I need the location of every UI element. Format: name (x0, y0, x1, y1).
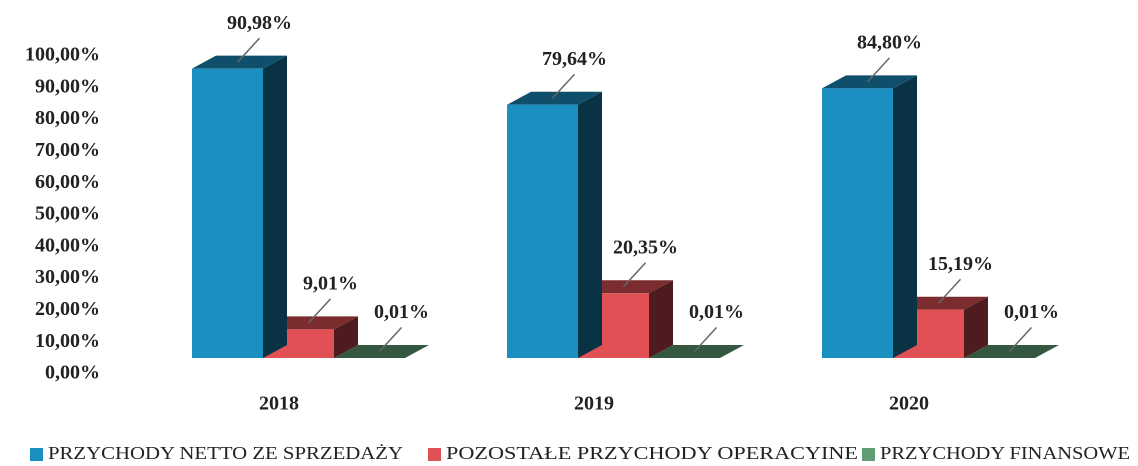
legend-label: POZOSTAŁE PRZYCHODY OPERACYINE (446, 443, 858, 463)
x-tick-label: 2018 (259, 393, 299, 415)
value-label: 79,64% (542, 48, 607, 70)
leader-line (693, 326, 718, 352)
y-tick-label: 0,00% (45, 362, 100, 384)
legend-label: PRZYCHODY FINANSOWE (880, 443, 1130, 463)
value-label: 90,98% (227, 12, 292, 34)
value-label: 0,01% (689, 301, 744, 323)
bar (507, 104, 578, 358)
y-tick-label: 70,00% (35, 139, 100, 161)
y-tick-label: 30,00% (35, 266, 100, 288)
y-tick-label: 100,00% (25, 44, 100, 66)
leader-line (378, 326, 403, 352)
bar-top (192, 55, 287, 69)
bar-top (334, 344, 429, 358)
leader-line (551, 73, 576, 99)
y-tick-label: 10,00% (35, 330, 100, 352)
leader-line (307, 298, 332, 324)
value-label: 0,01% (1004, 301, 1059, 323)
bar-side (405, 344, 429, 358)
bar-side (334, 316, 358, 358)
y-tick-label: 40,00% (35, 234, 100, 256)
x-tick-label: 2020 (889, 393, 929, 415)
y-tick-label: 50,00% (35, 203, 100, 225)
bar-side (649, 280, 673, 358)
legend-swatch (862, 448, 875, 461)
bar-side (578, 91, 602, 358)
leader-line (937, 278, 962, 304)
x-tick-label: 2019 (574, 393, 614, 415)
leader-line (1008, 326, 1033, 352)
legend-label: PRZYCHODY NETTO ZE SPRZEDAŻY (48, 443, 403, 463)
y-tick-label: 60,00% (35, 171, 100, 193)
legend-swatch (428, 448, 441, 461)
value-label: 9,01% (303, 272, 358, 294)
leader-line (236, 37, 261, 63)
bar-side (720, 344, 744, 358)
value-label: 0,01% (374, 301, 429, 323)
bar-top (964, 344, 1059, 358)
bar (822, 88, 893, 358)
y-tick-label: 80,00% (35, 107, 100, 129)
bar-side (964, 296, 988, 358)
bar-top (822, 75, 917, 89)
bar-side (263, 55, 287, 359)
bar-side (893, 75, 917, 358)
bar-top (649, 344, 744, 358)
value-label: 15,19% (928, 253, 993, 275)
value-label: 20,35% (613, 236, 678, 258)
legend-swatch (30, 448, 43, 461)
value-label: 84,80% (857, 31, 922, 53)
bar (192, 68, 263, 359)
leader-line (866, 57, 891, 83)
bar-top (507, 91, 602, 105)
y-tick-label: 90,00% (35, 75, 100, 97)
leader-line (622, 262, 647, 288)
bar-side (1035, 344, 1059, 358)
y-tick-label: 20,00% (35, 298, 100, 320)
